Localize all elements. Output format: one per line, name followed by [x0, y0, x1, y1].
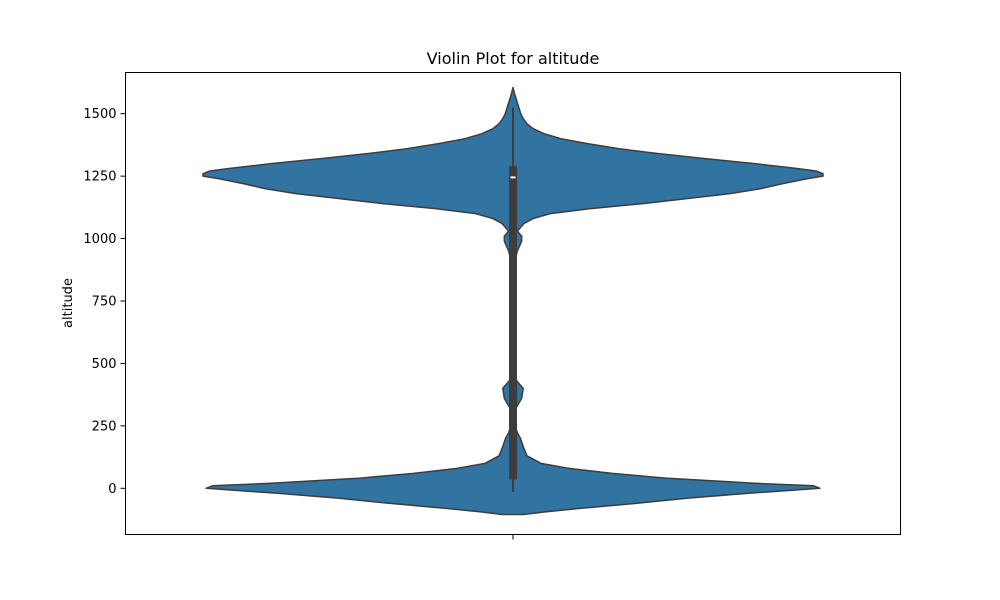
y-tick-label: 1000: [83, 232, 116, 247]
iqr-box: [509, 166, 517, 480]
violin-layer: [202, 86, 824, 516]
chart-title: Violin Plot for altitude: [427, 49, 600, 68]
plot-frame: [125, 72, 901, 535]
y-axis: 0 250 500 750 1000 1250 1500: [83, 107, 514, 540]
y-tick-label: 500: [92, 357, 117, 372]
y-tick-label: 250: [92, 419, 117, 434]
y-tick-label: 1250: [83, 170, 116, 185]
y-tick-label: 0: [108, 482, 116, 497]
y-tick-label: 1500: [83, 107, 116, 122]
y-axis-label: altitude: [61, 278, 76, 328]
y-tick-label: 750: [92, 295, 117, 310]
